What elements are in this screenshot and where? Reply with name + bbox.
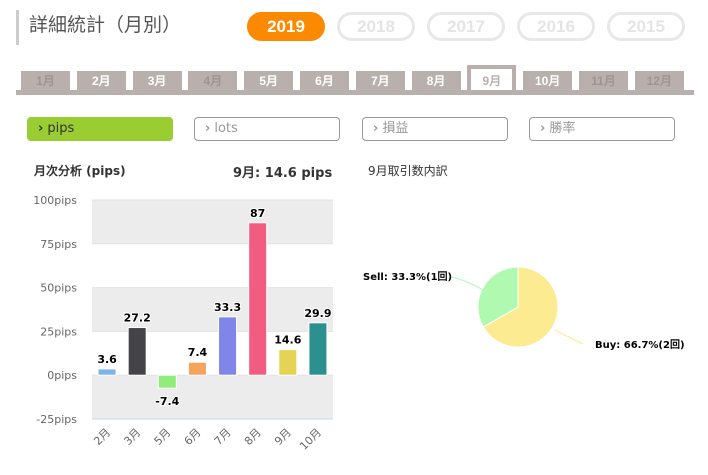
month-tab-7[interactable]: 7月 <box>355 71 405 92</box>
monthly-heading: 月次分析 (pips) <box>34 164 126 178</box>
data-label: 27.2 <box>124 312 151 325</box>
pie-slice-buy[interactable] <box>482 266 559 348</box>
year-button-2017[interactable]: 2017 <box>427 12 505 41</box>
chevron-right-icon: › <box>540 121 546 136</box>
month-tab-3[interactable]: 3月 <box>132 71 182 92</box>
x-tick-label: 9月 <box>272 426 294 448</box>
bar-2月[interactable] <box>97 368 117 376</box>
month-tabbar-divider <box>16 90 694 95</box>
bar-10月[interactable] <box>308 322 328 376</box>
metric-button-3[interactable]: › 勝率 <box>529 117 675 141</box>
x-tick-label: 3月 <box>121 426 143 448</box>
metric-button-1[interactable]: › lots <box>194 117 340 141</box>
x-tick-label: 6月 <box>182 426 204 448</box>
y-tick-label: 25pips <box>40 325 77 338</box>
x-tick-label: 8月 <box>242 426 264 448</box>
breakdown-heading: 9月取引数内訳 <box>368 164 448 178</box>
data-label: 14.6 <box>274 334 301 347</box>
month-tab-10[interactable]: 10月 <box>523 71 573 92</box>
data-label: 3.6 <box>97 353 117 366</box>
year-button-2018[interactable]: 2018 <box>337 12 415 41</box>
month-tab-8[interactable]: 8月 <box>411 71 461 92</box>
x-tick-label: 2月 <box>91 426 113 448</box>
data-label: 33.3 <box>214 301 241 314</box>
y-tick-label: -25pips <box>36 413 77 426</box>
data-label: -7.4 <box>155 395 179 408</box>
x-tick-label: 10月 <box>297 426 324 453</box>
metric-label: 損益 <box>382 121 409 136</box>
year-button-2015[interactable]: 2015 <box>607 12 685 41</box>
data-label: 87 <box>250 207 265 220</box>
bar-3月[interactable] <box>127 327 147 376</box>
month-tab-5[interactable]: 5月 <box>244 71 294 92</box>
year-button-2016[interactable]: 2016 <box>517 12 595 41</box>
y-tick-label: 50pips <box>40 282 77 295</box>
month-tab-6[interactable]: 6月 <box>300 71 349 92</box>
chevron-right-icon: › <box>38 121 44 136</box>
bar-6月[interactable] <box>187 361 207 376</box>
x-tick-label: 7月 <box>212 426 234 448</box>
y-tick-label: 100pips <box>33 194 77 207</box>
data-label: 29.9 <box>304 307 331 320</box>
plot-band <box>92 375 333 419</box>
bar-5月[interactable] <box>157 374 177 389</box>
metric-label: lots <box>214 121 238 136</box>
month-tab-11[interactable]: 11月 <box>579 71 628 92</box>
plot-band <box>92 200 333 244</box>
metric-label: 勝率 <box>549 121 576 136</box>
y-tick-label: 75pips <box>40 238 77 251</box>
month-tab-2[interactable]: 2月 <box>76 71 126 92</box>
metric-button-0[interactable]: › pips <box>27 117 173 141</box>
pie-slice-sell[interactable] <box>477 266 519 328</box>
connector-sell <box>451 276 484 291</box>
page-title: 詳細統計（月別） <box>16 10 181 45</box>
bar-9月[interactable] <box>278 349 298 376</box>
connector-buy <box>554 329 584 345</box>
month-tab-12[interactable]: 12月 <box>634 71 684 92</box>
data-label: 7.4 <box>188 346 208 359</box>
buy-label: Buy: 66.7%(2回) <box>595 339 685 351</box>
metric-label: pips <box>47 121 75 136</box>
month-tab-4[interactable]: 4月 <box>188 71 238 92</box>
selected-summary: 9月: 14.6 pips <box>233 166 333 181</box>
trade-breakdown-pie-chart: Buy: 66.7%(2回) Sell: 33.3%(1回) <box>363 266 685 351</box>
chevron-right-icon: › <box>373 121 379 136</box>
chevron-right-icon: › <box>205 121 211 136</box>
month-tab-1[interactable]: 1月 <box>21 71 70 92</box>
metric-button-2[interactable]: › 損益 <box>362 117 508 141</box>
bar-7月[interactable] <box>218 316 238 376</box>
year-button-2019[interactable]: 2019 <box>247 12 325 41</box>
y-tick-label: 0pips <box>47 369 77 382</box>
x-tick-label: 5月 <box>152 426 174 448</box>
bar-8月[interactable] <box>248 222 268 376</box>
monthly-bar-chart: 100pips 75pips 50pips 25pips 0pips -25pips 3.6… <box>33 194 333 453</box>
sell-label: Sell: 33.3%(1回) <box>363 271 452 283</box>
plot-band <box>92 287 333 332</box>
